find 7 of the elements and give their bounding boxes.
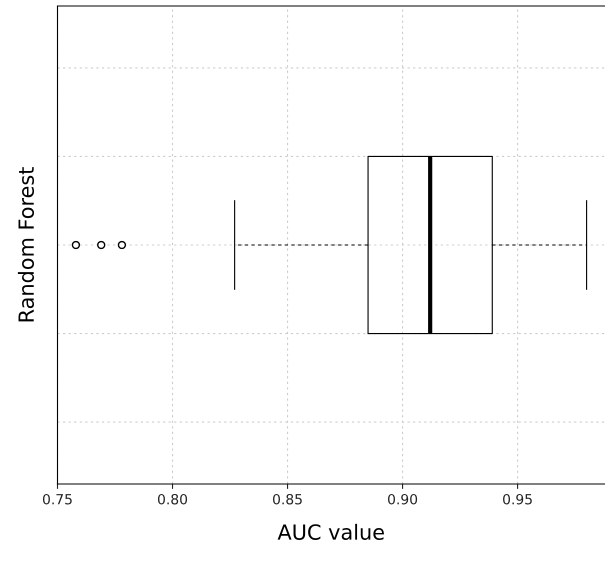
- x-tick-label: 0.80: [158, 494, 188, 504]
- x-tick-label: 0.85: [272, 494, 302, 504]
- x-tick-label: 0.90: [388, 494, 418, 504]
- x-axis-title: AUC value: [278, 524, 384, 540]
- x-tick-label: 0.95: [503, 494, 532, 504]
- y-axis-title: Random Forest: [18, 167, 34, 322]
- x-tick-label: 0.75: [42, 494, 72, 504]
